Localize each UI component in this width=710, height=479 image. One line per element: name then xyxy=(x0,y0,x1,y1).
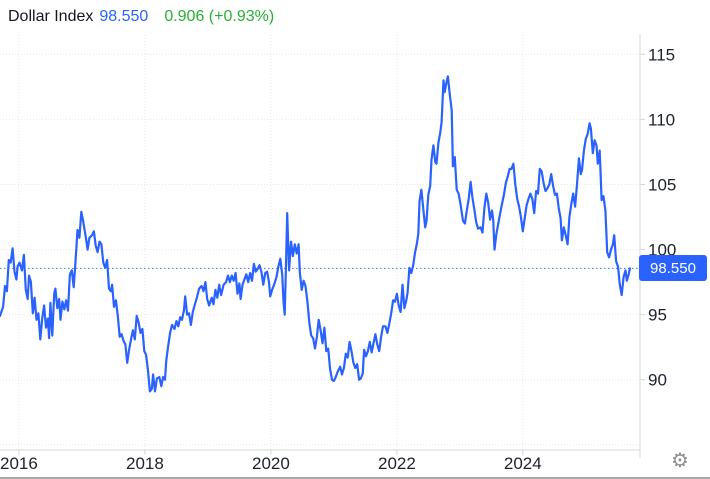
y-axis-label: 90 xyxy=(648,371,667,390)
x-axis-label: 2016 xyxy=(0,454,38,473)
y-axis-label: 95 xyxy=(648,306,667,325)
settings-gear-icon[interactable]: ⚙ xyxy=(671,450,689,472)
chart-header: Dollar Index 98.550 0.906 (+0.93%) xyxy=(8,8,274,26)
y-axis-label: 105 xyxy=(648,176,676,195)
x-axis-label: 2020 xyxy=(252,454,290,473)
x-axis-label: 2018 xyxy=(126,454,164,473)
price-badge-value: 98.550 xyxy=(650,259,696,277)
price-change: 0.906 (+0.93%) xyxy=(164,8,275,25)
last-price: 98.550 xyxy=(99,8,149,25)
y-axis-label: 110 xyxy=(648,110,675,129)
x-axis-label: 2024 xyxy=(504,454,542,473)
x-axis-label: 2022 xyxy=(378,454,416,473)
y-axis-label: 100 xyxy=(648,241,676,260)
price-badge: 98.550 xyxy=(639,255,707,281)
symbol-title[interactable]: Dollar Index xyxy=(8,8,94,25)
y-axis-label: 115 xyxy=(648,45,675,64)
price-series-line xyxy=(0,75,632,393)
